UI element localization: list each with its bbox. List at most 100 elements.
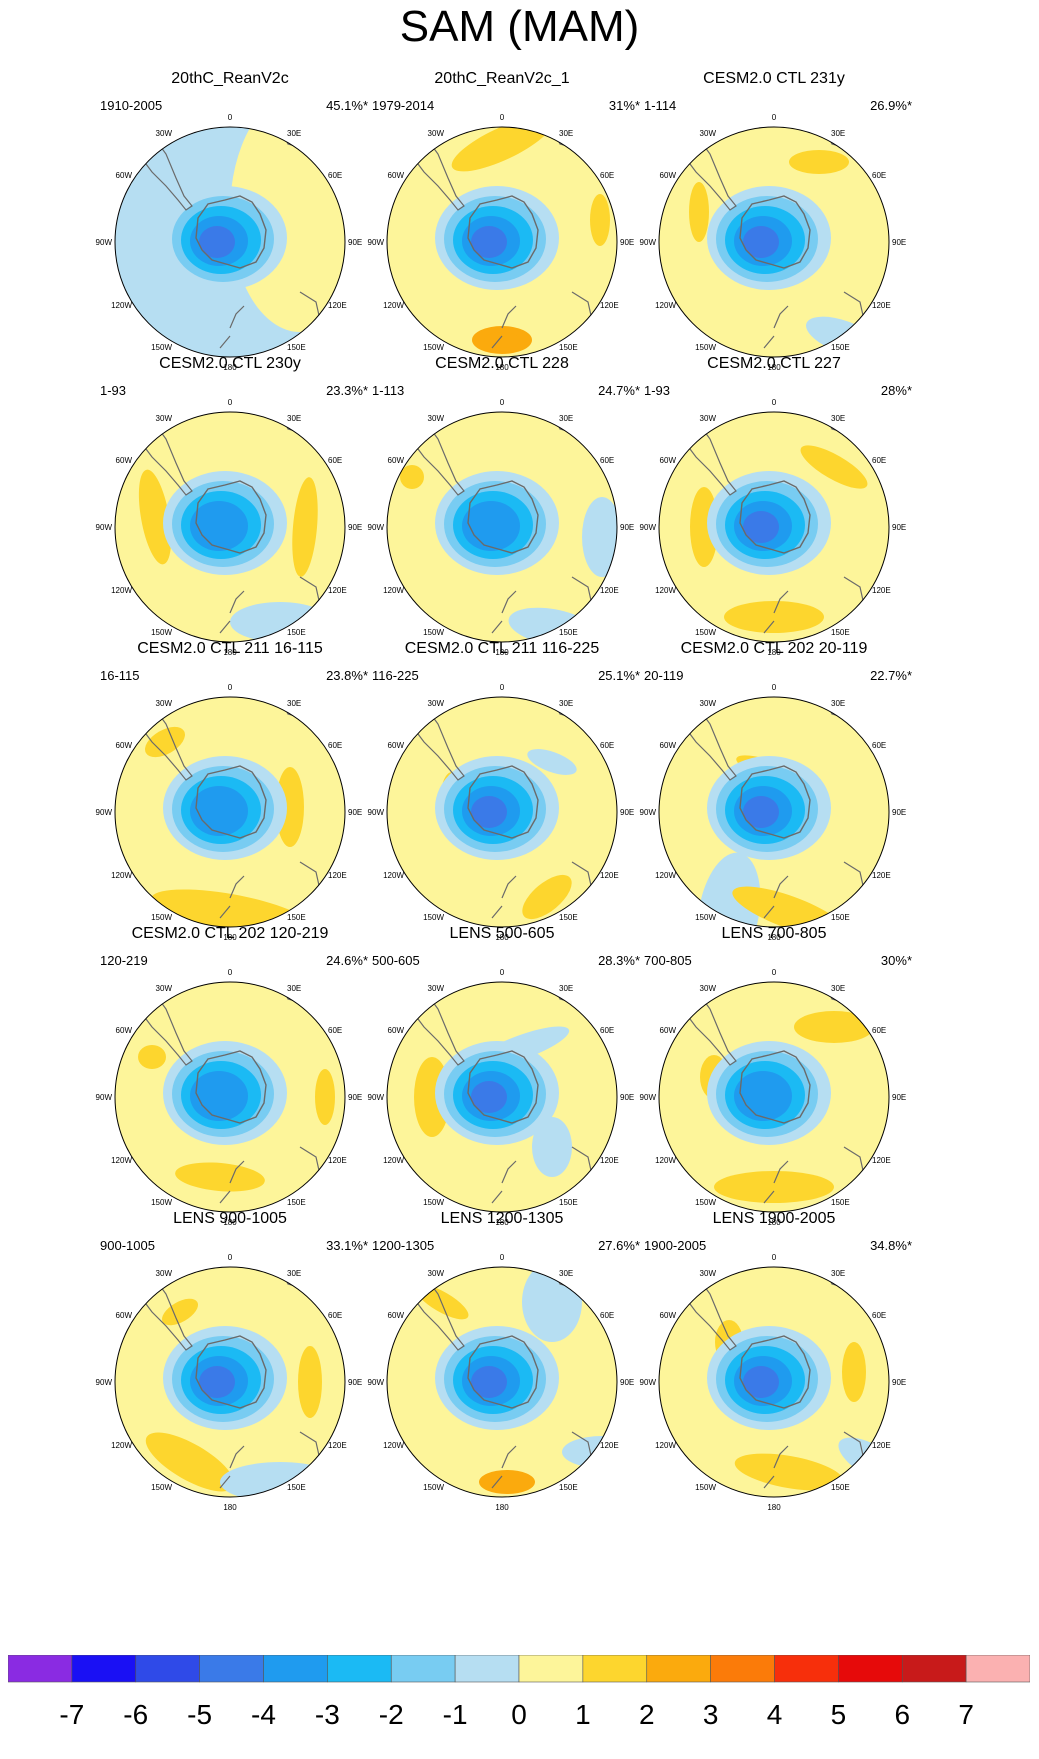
map-border — [386, 981, 618, 1213]
longitude-label: 90E — [348, 523, 362, 532]
polar-map: 0 30E 60E 90E 120E 150E 180 150W 120W 90W 60W 30W — [96, 113, 363, 372]
panel-title: CESM2.0 CTL 202 120-219 — [131, 925, 329, 942]
panel-year-range: 16-115 — [100, 668, 140, 683]
longitude-label: 30E — [831, 984, 845, 993]
longitude-label: 120W — [655, 871, 676, 880]
panel-variance-percent: 26.9%* — [870, 98, 912, 113]
longitude-label: 60W — [660, 1026, 677, 1035]
longitude-label: 30W — [428, 984, 445, 993]
polar-map: 0 30E 60E 90E 120E 150E 180 150W 120W 90W 60W 30W — [368, 968, 635, 1227]
longitude-label: 180 — [223, 933, 237, 942]
colorbar-swatch — [582, 1655, 648, 1683]
longitude-label: 120W — [111, 871, 132, 880]
longitude-label: 150W — [151, 1483, 172, 1492]
longitude-label: 150E — [287, 913, 306, 922]
colorbar-swatch — [646, 1655, 711, 1683]
map-panel: CESM2.0 CTL 202 120-219 120-219 24.6%* 0 30E… — [80, 925, 380, 1245]
panel-variance-percent: 23.3%* — [326, 383, 368, 398]
polar-map: 0 30E 60E 90E 120E 150E 180 150W 120W 90W 60W 30W — [96, 1253, 363, 1512]
map-panel: 20thC_ReanV2c 1910-2005 45.1%* 0 30E 60E 90E 12… — [80, 70, 380, 390]
longitude-label: 30W — [428, 129, 445, 138]
longitude-label: 180 — [767, 1218, 781, 1227]
longitude-label: 90E — [892, 1378, 906, 1387]
polar-map: 0 30E 60E 90E 120E 150E 180 150W 120W 90W 60W 30W — [368, 113, 635, 372]
new-zealand-coastline — [219, 1445, 245, 1489]
sam-low-contour — [743, 1366, 779, 1398]
longitude-label: 60E — [600, 456, 614, 465]
polar-map: 0 30E 60E 90E 120E 150E 180 150W 120W 90W 60W 30W — [368, 398, 635, 657]
antarctica-coastline — [195, 765, 267, 839]
longitude-label: 90E — [620, 238, 634, 247]
longitude-label: 60E — [600, 1311, 614, 1320]
longitude-label: 0 — [772, 398, 777, 407]
anomaly-contour — [161, 1298, 199, 1326]
sam-low-contour — [199, 1366, 235, 1398]
anomaly-contour — [138, 1045, 166, 1069]
colorbar-swatch — [518, 1655, 584, 1683]
panel-variance-percent: 34.8%* — [870, 1238, 912, 1253]
colorbar-swatch — [263, 1655, 328, 1683]
south-america-coastline — [139, 701, 193, 781]
longitude-label: 30E — [287, 984, 301, 993]
anomaly-contour — [220, 1462, 340, 1497]
panel-year-range: 500-605 — [372, 953, 420, 968]
polar-map: 0 30E 60E 90E 120E 150E 180 150W 120W 90W 60W 30W — [640, 113, 907, 372]
panel-title: 20thC_ReanV2c_1 — [434, 70, 570, 87]
longitude-label: 0 — [500, 968, 505, 977]
antarctica-coastline — [739, 765, 811, 839]
longitude-label: 30W — [156, 414, 173, 423]
longitude-label: 30E — [287, 1269, 301, 1278]
panel-year-range: 1-113 — [372, 383, 405, 398]
longitude-label: 30W — [156, 699, 173, 708]
longitude-label: 30W — [700, 1269, 717, 1278]
new-zealand-coastline — [491, 590, 517, 634]
map-panel: CESM2.0 CTL 211 16-115 16-115 23.8%* 0 30E 60… — [80, 640, 380, 960]
longitude-label: 180 — [495, 933, 509, 942]
panel-variance-percent: 24.6%* — [326, 953, 368, 968]
colorbar-tick-label: 2 — [638, 1699, 655, 1730]
longitude-label: 30E — [559, 1269, 573, 1278]
polar-map: 0 30E 60E 90E 120E 150E 180 150W 120W 90W 60W 30W — [96, 968, 363, 1227]
colorbar-swatch — [838, 1655, 903, 1683]
longitude-label: 120W — [111, 1441, 132, 1450]
map-border — [658, 126, 890, 358]
panel-title: LENS 900-1005 — [173, 1210, 287, 1227]
colorbar-swatch — [390, 1655, 456, 1683]
panel-year-range: 900-1005 — [100, 1238, 155, 1253]
antarctica-coastline — [739, 1050, 811, 1124]
anomaly-contour — [230, 602, 330, 642]
longitude-label: 60W — [388, 1026, 405, 1035]
longitude-label: 150W — [695, 343, 716, 352]
longitude-label: 60E — [872, 171, 886, 180]
longitude-label: 120W — [655, 301, 676, 310]
anomaly-contour — [292, 477, 318, 577]
panel-title: CESM2.0 CTL 230y — [159, 355, 301, 372]
longitude-label: 60E — [600, 1026, 614, 1035]
polar-map: 0 30E 60E 90E 120E 150E 180 150W 120W 90W 60W 30W — [640, 398, 907, 657]
new-zealand-coastline — [763, 875, 789, 919]
longitude-label: 120W — [111, 301, 132, 310]
longitude-label: 120W — [111, 1156, 132, 1165]
longitude-label: 0 — [772, 113, 777, 122]
longitude-label: 150E — [831, 1483, 850, 1492]
colorbar-tick-label: -6 — [123, 1699, 149, 1730]
panel-year-range: 1-93 — [644, 383, 671, 398]
map-panel: LENS 700-805 700-805 30%* 0 30E 60E 90E 120E 150… — [624, 925, 924, 1245]
longitude-label: 150W — [423, 913, 444, 922]
anomaly-contour — [527, 749, 577, 775]
longitude-label: 180 — [767, 363, 781, 372]
longitude-label: 60E — [328, 1026, 342, 1035]
panel-variance-percent: 33.1%* — [326, 1238, 368, 1253]
longitude-label: 30E — [559, 699, 573, 708]
longitude-label: 30E — [559, 129, 573, 138]
panel-title: CESM2.0 CTL 228 — [435, 355, 569, 372]
colorbar-tick-label: -4 — [251, 1699, 276, 1730]
longitude-label: 30E — [831, 699, 845, 708]
colorbar-tick-label: 0 — [511, 1699, 527, 1730]
longitude-label: 120E — [328, 586, 347, 595]
colorbar — [8, 1655, 1030, 1683]
longitude-label: 180 — [495, 363, 509, 372]
longitude-label: 120E — [328, 1441, 347, 1450]
longitude-label: 150E — [287, 1198, 306, 1207]
colorbar-swatch — [8, 1655, 73, 1683]
